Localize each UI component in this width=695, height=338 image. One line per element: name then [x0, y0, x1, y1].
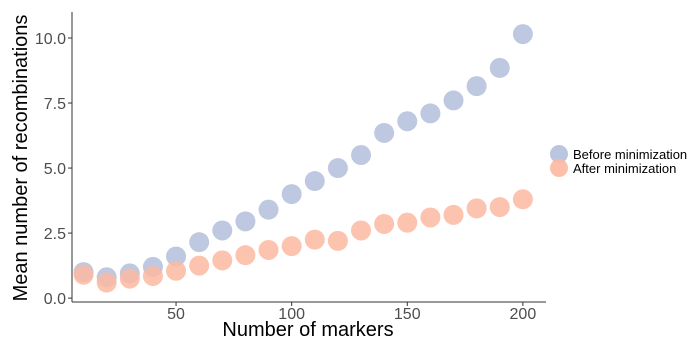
after-point: [189, 255, 210, 276]
after-point: [374, 213, 395, 234]
after-point: [96, 272, 117, 293]
legend-key: [550, 159, 568, 177]
after-point: [119, 268, 140, 289]
before-point: [327, 158, 348, 179]
x-tick-label: 50: [167, 306, 185, 323]
before-point: [512, 24, 533, 45]
before-point: [258, 199, 279, 220]
before-point: [466, 76, 487, 97]
after-point: [351, 220, 372, 241]
after-point: [258, 239, 279, 260]
plot-area: 50 100 150 200 0.0 2.5 5.0 7.5 10.0: [35, 12, 546, 323]
after-point: [235, 245, 256, 266]
before-point: [443, 90, 464, 111]
y-tick-label: 0.0: [44, 291, 66, 308]
after-point: [443, 204, 464, 225]
after-point: [466, 198, 487, 219]
before-point: [397, 111, 418, 132]
after-point: [166, 260, 187, 281]
after-point: [212, 250, 233, 271]
x-tick-label: 100: [278, 306, 305, 323]
x-axis-title: Number of markers: [222, 319, 393, 338]
before-point: [304, 171, 325, 192]
legend-label: After minimization: [573, 161, 676, 176]
after-point: [73, 264, 94, 285]
after-point: [489, 197, 510, 218]
x-tick-label: 150: [394, 306, 421, 323]
y-ticks: 0.0 2.5 5.0 7.5 10.0: [35, 31, 72, 308]
after-point: [420, 207, 441, 228]
x-ticks: 50 100 150 200: [167, 302, 536, 323]
before-point: [281, 184, 302, 205]
y-tick-label: 10.0: [35, 31, 66, 48]
y-tick-label: 7.5: [44, 96, 66, 113]
before-point: [351, 145, 372, 166]
legend-label: Before minimization: [573, 147, 687, 162]
before-point: [420, 103, 441, 124]
y-tick-label: 5.0: [44, 161, 66, 178]
after-point: [512, 189, 533, 210]
legend-key: [550, 145, 568, 163]
after-point: [397, 212, 418, 233]
before-point: [166, 246, 187, 267]
before-point: [189, 232, 210, 253]
after-point: [142, 265, 163, 286]
after-point: [304, 229, 325, 250]
after-point: [281, 236, 302, 257]
before-point: [212, 220, 233, 241]
x-tick-label: 200: [510, 306, 537, 323]
after-point: [327, 230, 348, 251]
before-point: [374, 122, 395, 143]
before-point: [489, 57, 510, 78]
data-points: [73, 24, 533, 293]
before-point: [235, 211, 256, 232]
y-tick-label: 2.5: [44, 226, 66, 243]
y-axis-title: Mean number of recombinations: [10, 15, 32, 302]
